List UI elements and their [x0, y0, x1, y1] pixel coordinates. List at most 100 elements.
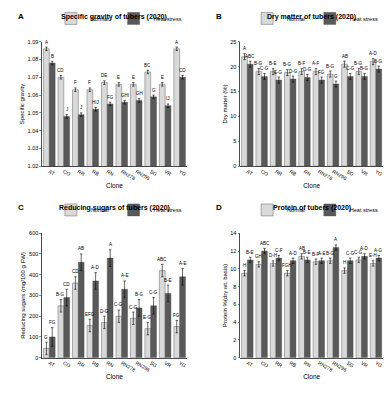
svg-text:B-G: B-G	[374, 59, 383, 64]
svg-text:A: A	[175, 40, 178, 45]
svg-text:CO: CO	[62, 360, 72, 369]
svg-text:10: 10	[230, 113, 236, 119]
svg-text:RN278: RN278	[317, 360, 334, 373]
svg-text:E-G: E-G	[274, 70, 283, 75]
svg-text:A: A	[109, 242, 112, 247]
svg-text:A: A	[334, 237, 337, 242]
svg-text:0: 0	[233, 355, 236, 361]
svg-text:AB: AB	[78, 246, 84, 251]
svg-text:AB: AB	[299, 246, 305, 251]
svg-text:H: H	[343, 260, 346, 265]
svg-text:0: 0	[35, 355, 38, 361]
svg-text:RB: RB	[91, 168, 101, 177]
svg-text:20: 20	[230, 64, 236, 70]
svg-text:Normal: Normal	[287, 207, 305, 213]
svg-text:6: 6	[233, 301, 236, 307]
svg-text:RN296: RN296	[331, 360, 348, 373]
svg-text:RN278: RN278	[120, 360, 137, 373]
svg-text:VR: VR	[360, 168, 369, 177]
svg-text:B-G: B-G	[135, 292, 144, 297]
svg-text:RN: RN	[303, 360, 313, 369]
svg-text:D: D	[216, 203, 222, 212]
svg-text:FG: FG	[318, 70, 325, 75]
svg-text:VR: VR	[163, 360, 172, 369]
svg-text:600: 600	[29, 230, 38, 236]
svg-text:2: 2	[233, 337, 236, 343]
svg-text:Dry matter (%): Dry matter (%)	[222, 84, 228, 123]
svg-text:B-E: B-E	[303, 250, 311, 255]
svg-text:D-G: D-G	[303, 67, 312, 72]
svg-text:H: H	[243, 263, 246, 268]
svg-text:Heat stress: Heat stress	[350, 207, 378, 213]
svg-text:AT: AT	[48, 168, 56, 176]
svg-text:Heat stress: Heat stress	[154, 16, 182, 22]
svg-text:B: B	[216, 12, 222, 21]
svg-text:C-G: C-G	[129, 305, 138, 310]
svg-text:RN: RN	[303, 168, 313, 177]
svg-text:B-G: B-G	[360, 66, 369, 71]
svg-text:ABC: ABC	[157, 257, 167, 262]
svg-text:B-E: B-E	[246, 250, 254, 255]
svg-text:C-G: C-G	[354, 250, 363, 255]
svg-text:1.08: 1.08	[28, 56, 39, 62]
svg-text:J: J	[66, 107, 68, 112]
svg-text:A: A	[243, 46, 246, 51]
svg-text:5: 5	[233, 138, 236, 144]
svg-text:YG: YG	[178, 360, 187, 369]
svg-text:A-D: A-D	[91, 265, 100, 270]
svg-text:A-D: A-D	[289, 251, 298, 256]
svg-text:0: 0	[233, 163, 236, 169]
svg-text:ABC: ABC	[260, 241, 270, 246]
svg-text:8: 8	[233, 284, 236, 290]
svg-text:1.04: 1.04	[28, 128, 39, 134]
svg-text:14: 14	[230, 230, 236, 236]
svg-text:Clone: Clone	[106, 182, 123, 189]
svg-text:AB: AB	[342, 54, 348, 59]
svg-text:RN296: RN296	[331, 168, 348, 181]
svg-text:C-G: C-G	[346, 251, 355, 256]
svg-text:E-G: E-G	[143, 315, 152, 320]
svg-text:100: 100	[29, 334, 38, 340]
svg-text:D-H: D-H	[269, 253, 277, 258]
svg-text:CD: CD	[179, 68, 186, 73]
svg-text:J: J	[80, 105, 82, 110]
svg-text:CD: CD	[57, 68, 64, 73]
svg-text:BC: BC	[144, 63, 151, 68]
svg-text:CO: CO	[260, 168, 270, 177]
svg-text:RB: RB	[91, 360, 101, 369]
svg-text:AT: AT	[48, 360, 56, 368]
svg-text:RR: RR	[274, 168, 284, 177]
svg-text:CO: CO	[260, 360, 270, 369]
svg-text:1.02: 1.02	[28, 163, 39, 169]
svg-text:RN278: RN278	[317, 168, 334, 181]
svg-text:E: E	[161, 75, 164, 80]
svg-text:Clone: Clone	[303, 182, 320, 189]
svg-text:1.06: 1.06	[28, 92, 39, 98]
svg-text:10: 10	[230, 266, 236, 272]
svg-text:E: E	[117, 75, 120, 80]
svg-text:FG: FG	[173, 313, 180, 318]
svg-text:C-F: C-F	[275, 248, 283, 253]
svg-text:Normal: Normal	[91, 16, 109, 22]
svg-text:G: G	[152, 88, 156, 93]
svg-text:Specific gravity: Specific gravity	[19, 84, 25, 124]
svg-text:FG: FG	[49, 320, 56, 325]
svg-text:B-F: B-F	[312, 252, 320, 257]
svg-text:A-F: A-F	[312, 61, 320, 66]
svg-text:EFG: EFG	[85, 312, 95, 317]
svg-text:YG: YG	[374, 168, 383, 177]
svg-text:A-D: A-D	[369, 51, 378, 56]
svg-text:RR: RR	[274, 360, 284, 369]
svg-text:AT: AT	[246, 168, 254, 176]
svg-text:RN296: RN296	[134, 360, 151, 373]
svg-text:300: 300	[29, 292, 38, 298]
svg-text:HIJ: HIJ	[92, 100, 99, 105]
svg-text:1.03: 1.03	[28, 145, 39, 151]
svg-text:VR: VR	[163, 168, 172, 177]
svg-text:FGH: FGH	[282, 263, 292, 268]
svg-text:CD: CD	[63, 282, 70, 287]
svg-text:RB: RB	[288, 360, 298, 369]
svg-text:RR: RR	[77, 168, 87, 177]
svg-text:FG: FG	[107, 95, 114, 100]
svg-text:15: 15	[230, 88, 236, 94]
